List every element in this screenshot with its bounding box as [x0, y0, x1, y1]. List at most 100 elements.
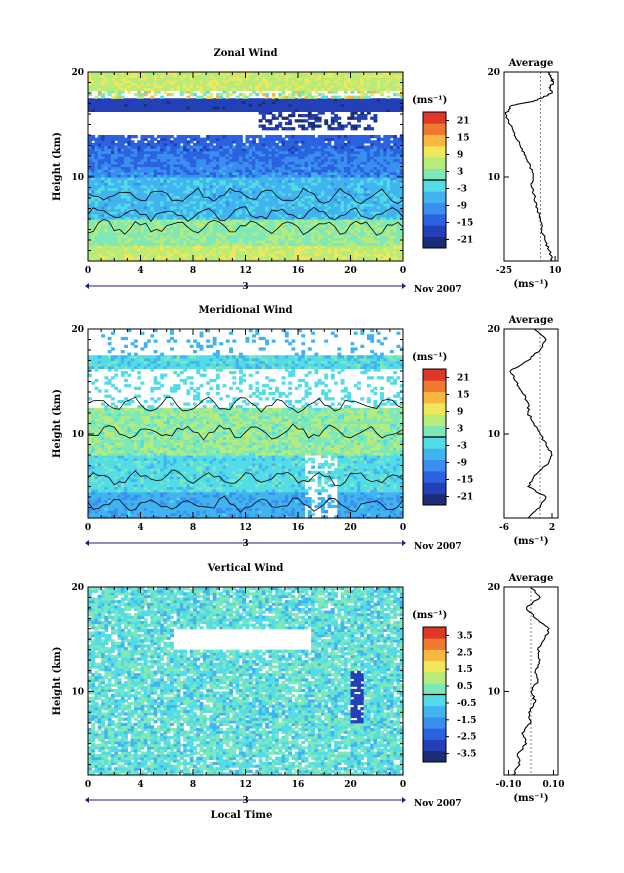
heatmap-cell	[147, 74, 151, 78]
heatmap-cell	[215, 213, 220, 217]
heatmap-cell	[206, 142, 211, 147]
heatmap-cell	[153, 150, 158, 154]
heatmap-cell	[114, 169, 119, 173]
heatmap-cell	[261, 171, 266, 175]
heatmap-cell	[252, 87, 256, 91]
heatmap-cell	[202, 153, 207, 157]
heatmap-cell	[117, 108, 122, 112]
heatmap-cell	[160, 169, 165, 173]
heatmap-cell	[215, 171, 220, 175]
heatmap-cell	[248, 216, 253, 220]
heatmap-cell	[166, 198, 171, 202]
heatmap-cell	[186, 174, 191, 178]
heatmap-cell	[206, 247, 211, 252]
heatmap-cell	[222, 187, 227, 191]
heatmap-cell	[212, 216, 217, 220]
heatmap-cell	[117, 150, 122, 154]
heatmap-cell	[202, 79, 207, 84]
heatmap-cell	[232, 171, 237, 175]
heatmap-cell	[120, 137, 125, 141]
heatmap-cell	[196, 240, 201, 244]
heatmap-cell	[94, 216, 99, 220]
heatmap-cell	[255, 135, 260, 139]
heatmap-cell	[186, 148, 191, 152]
heatmap-cell	[242, 95, 247, 99]
heatmap-cell	[176, 174, 181, 178]
heatmap-cell	[88, 221, 92, 225]
heatmap-cell	[117, 187, 122, 191]
heatmap-cell	[242, 100, 247, 105]
heatmap-cell	[209, 221, 214, 225]
heatmap-cell	[120, 87, 125, 91]
heatmap-cell	[150, 137, 155, 141]
heatmap-cell	[248, 135, 253, 139]
heatmap-cell	[232, 205, 237, 210]
heatmap-cell	[97, 72, 102, 76]
heatmap-cell	[147, 177, 151, 181]
heatmap-cell	[160, 87, 165, 91]
heatmap-cell	[193, 100, 197, 105]
heatmap-cell	[147, 150, 151, 154]
heatmap-cell	[258, 200, 263, 204]
heatmap-cell	[104, 242, 109, 246]
heatmap-cell	[179, 169, 184, 173]
heatmap-cell	[183, 87, 188, 91]
heatmap-cell	[127, 179, 132, 183]
heatmap-cell	[114, 245, 119, 249]
heatmap-cell	[176, 100, 181, 105]
heatmap-cell	[232, 208, 237, 212]
heatmap-cell	[222, 179, 227, 183]
heatmap-cell	[258, 150, 263, 154]
heatmap-cell	[225, 90, 230, 94]
heatmap-cell	[265, 234, 270, 238]
heatmap-cell	[245, 203, 250, 207]
heatmap-cell	[245, 140, 250, 144]
heatmap-cell	[94, 166, 99, 170]
heatmap-cell	[91, 148, 96, 152]
heatmap-cell	[110, 79, 115, 84]
heatmap-cell	[97, 184, 102, 189]
heatmap-cell	[186, 226, 191, 231]
heatmap-cell	[219, 250, 224, 254]
heatmap-cell	[150, 234, 155, 238]
heatmap-cell	[120, 216, 125, 220]
heatmap-cell	[183, 163, 188, 168]
heatmap-cell	[225, 98, 230, 102]
heatmap-cell	[212, 137, 217, 141]
heatmap-cell	[189, 140, 194, 144]
heatmap-cell	[232, 232, 237, 236]
heatmap-cell	[147, 213, 151, 217]
heatmap-cell	[252, 229, 256, 233]
heatmap-cell	[104, 153, 109, 157]
heatmap-cell	[235, 229, 240, 233]
heatmap-cell	[143, 166, 148, 170]
heatmap-cell	[193, 72, 197, 76]
heatmap-cell	[248, 200, 253, 204]
heatmap-cell	[232, 140, 237, 144]
heatmap-cell	[235, 203, 240, 207]
heatmap-cell	[245, 137, 250, 141]
heatmap-cell	[202, 187, 207, 191]
heatmap-cell	[206, 74, 211, 78]
heatmap-cell	[117, 74, 122, 78]
heatmap-cell	[209, 211, 214, 215]
heatmap-cell	[160, 184, 165, 189]
heatmap-cell	[104, 232, 109, 236]
heatmap-cell	[140, 85, 145, 89]
heatmap-cell	[196, 150, 201, 154]
heatmap-cell	[133, 250, 138, 254]
heatmap-cell	[110, 140, 115, 144]
heatmap-cell	[219, 184, 224, 189]
heatmap-cell	[97, 103, 102, 107]
heatmap-cell	[156, 72, 161, 76]
heatmap-cell	[258, 253, 263, 257]
heatmap-cell	[225, 224, 230, 228]
heatmap-cell	[261, 234, 266, 238]
heatmap-cell	[183, 137, 188, 141]
heatmap-cell	[261, 77, 266, 81]
heatmap-cell	[189, 234, 194, 238]
heatmap-cell	[110, 211, 115, 215]
heatmap-cell	[140, 77, 145, 81]
heatmap-cell	[91, 187, 96, 191]
heatmap-cell	[189, 219, 194, 223]
